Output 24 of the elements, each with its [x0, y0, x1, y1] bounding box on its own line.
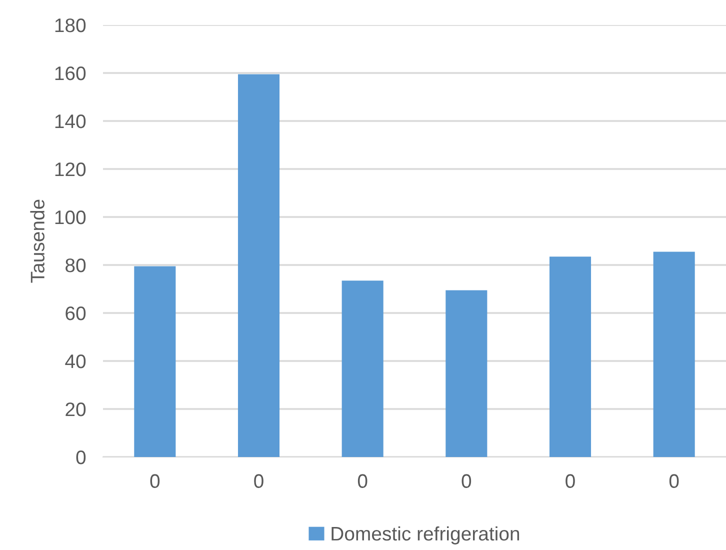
bar [653, 252, 695, 457]
y-tick-label: 180 [55, 18, 86, 32]
y-tick-label: 140 [55, 114, 86, 128]
y-tick-label: 40 [65, 354, 86, 368]
x-tick-label: 0 [358, 474, 368, 488]
x-tick-label: 0 [150, 474, 160, 488]
y-tick-label: 100 [55, 210, 86, 224]
x-tick-label: 0 [254, 474, 264, 488]
y-tick-label: 160 [55, 66, 86, 80]
y-axis-title: Tausende [30, 200, 44, 283]
bar [134, 266, 176, 457]
y-tick-label: 80 [66, 258, 86, 272]
y-tick-label: 60 [66, 306, 86, 320]
y-tick-label: 0 [76, 450, 86, 464]
x-tick-label: 0 [669, 474, 679, 488]
bar [446, 290, 488, 457]
bar [342, 280, 384, 457]
bar [549, 256, 592, 457]
legend-label: Domestic refrigeration [332, 526, 520, 544]
x-tick-label: 0 [566, 474, 575, 488]
y-tick-label: 120 [55, 162, 86, 176]
bar [238, 74, 280, 457]
x-tick-label: 0 [462, 474, 472, 488]
y-tick-label: 20 [66, 402, 86, 416]
